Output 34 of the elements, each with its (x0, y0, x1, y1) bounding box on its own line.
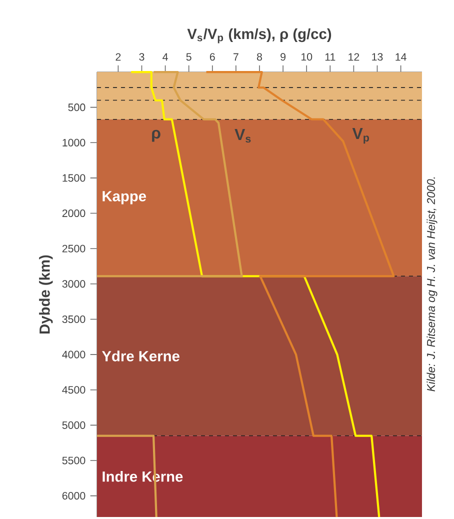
y-tick-label: 3000 (62, 280, 86, 288)
x-tick-label: 4 (162, 53, 168, 61)
series-label: ρ (152, 130, 160, 142)
y-tick-label: 3500 (62, 315, 86, 324)
y-tick-label: 1500 (62, 174, 86, 182)
x-tick-label: 8 (256, 53, 262, 61)
y-tick-label: 4500 (62, 386, 86, 394)
x-tick-label: 5 (186, 53, 192, 61)
y-tick-label: 1000 (62, 138, 86, 146)
y-axis-title: Dybde (km) (39, 255, 53, 334)
x-tick-label: 6 (210, 53, 215, 61)
series-label: V$_{p}$ (352, 128, 369, 144)
band-label: Ydre Kerne (102, 350, 180, 362)
x-tick-label: 2 (116, 53, 121, 61)
x-tick-label: 11 (325, 53, 336, 61)
y-tick-label: 4000 (62, 350, 86, 358)
x-tick-label: 9 (280, 53, 286, 61)
series-label: V$_{s}$ (234, 129, 251, 143)
x-tick-label: 10 (301, 53, 312, 61)
y-tick-label: 2000 (62, 210, 86, 218)
y-tick-label: 500 (68, 104, 86, 112)
x-axis-title: V$_{s}$/V$_{p}$ (km/s), ρ (g/cc) (187, 28, 332, 44)
y-tick-label: 5500 (62, 456, 86, 464)
y-tick-label: 6000 (62, 492, 86, 500)
x-tick-label: 3 (139, 53, 144, 61)
x-tick-label: 12 (348, 53, 360, 61)
y-tick-label: 5000 (62, 421, 86, 429)
line-series (205, 70, 395, 518)
x-tick-label: 13 (372, 53, 383, 61)
text: Kilde: J. Ritsema og H. J. van Heijst, 2000. (426, 177, 438, 392)
y-tick-label: 2500 (62, 244, 86, 252)
x-tick-label: 7 (234, 53, 238, 61)
band-label: Kappe (102, 191, 146, 204)
x-tick-label: 14 (396, 53, 406, 61)
